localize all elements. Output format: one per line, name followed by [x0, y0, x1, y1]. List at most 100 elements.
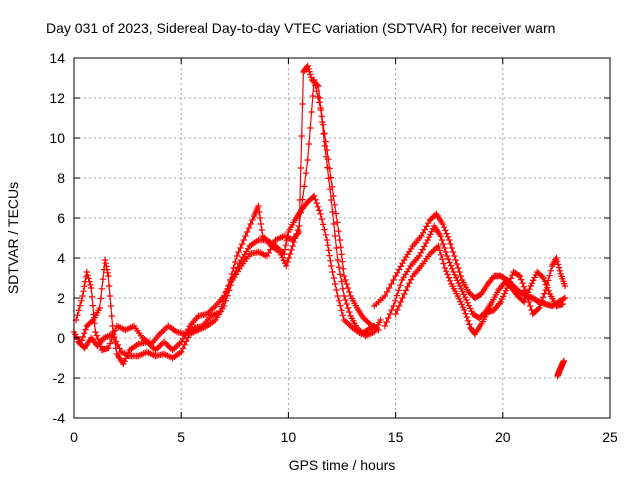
- data-point: [325, 247, 332, 254]
- data-point: [467, 305, 474, 312]
- data-point: [453, 260, 461, 268]
- data-point: [527, 302, 534, 310]
- data-point: [328, 262, 335, 270]
- data-point: [541, 278, 549, 285]
- data-point: [395, 302, 403, 310]
- data-point: [383, 288, 391, 296]
- data-point: [105, 344, 112, 352]
- data-point: [89, 302, 97, 309]
- data-point: [545, 287, 552, 294]
- data-point: [81, 330, 88, 337]
- data-point: [90, 311, 97, 318]
- data-point: [406, 280, 413, 287]
- data-point: [455, 280, 462, 287]
- data-point: [397, 282, 404, 289]
- data-point: [334, 292, 341, 300]
- data-point: [561, 294, 569, 302]
- data-point: [505, 281, 512, 288]
- data-point: [107, 302, 115, 310]
- x-tick-label: 20: [495, 429, 511, 445]
- data-point: [101, 256, 109, 264]
- data-point: [444, 271, 451, 278]
- data-point: [313, 81, 321, 88]
- data-point: [537, 301, 544, 308]
- data-point: [87, 281, 94, 288]
- data-point: [342, 276, 349, 284]
- data-point: [500, 293, 507, 300]
- data-point: [93, 332, 100, 339]
- data-point: [98, 285, 106, 292]
- data-point: [456, 268, 463, 276]
- data-point: [324, 242, 332, 249]
- data-point: [381, 292, 389, 300]
- data-point: [447, 262, 455, 269]
- data-point: [520, 283, 528, 290]
- x-tick-label: 25: [602, 429, 618, 445]
- data-point: [439, 256, 446, 263]
- data-point: [543, 282, 551, 289]
- data-point: [553, 254, 560, 262]
- data-point: [74, 312, 81, 319]
- x-tick-label: 5: [177, 429, 185, 445]
- data-point: [331, 280, 339, 288]
- data-point: [309, 92, 317, 100]
- data-point: [283, 262, 290, 270]
- data-point: [395, 287, 402, 294]
- data-point: [460, 291, 467, 298]
- data-point: [302, 170, 310, 177]
- series-trace: [73, 194, 375, 366]
- data-point: [103, 263, 110, 270]
- data-point: [320, 130, 327, 138]
- data-point: [295, 222, 303, 230]
- data-point: [462, 310, 469, 317]
- data-point: [560, 357, 568, 365]
- data-point: [91, 320, 98, 327]
- data-point: [539, 294, 547, 301]
- y-tick-label: 0: [57, 330, 65, 346]
- data-point: [322, 138, 329, 145]
- data-point: [336, 236, 344, 244]
- data-point: [319, 118, 326, 126]
- data-point: [443, 230, 450, 237]
- data-point: [435, 242, 442, 250]
- data-point: [338, 251, 345, 258]
- data-point: [397, 298, 404, 306]
- data-point: [502, 287, 510, 294]
- data-point: [79, 333, 87, 340]
- data-point: [227, 282, 235, 289]
- data-point: [325, 175, 332, 182]
- data-point: [299, 100, 306, 108]
- data-point: [439, 220, 446, 228]
- data-point: [249, 216, 256, 224]
- data-point: [383, 318, 390, 326]
- data-point: [536, 304, 543, 312]
- data-point: [285, 254, 293, 262]
- data-point: [534, 306, 542, 313]
- data-point: [313, 88, 320, 95]
- data-point: [75, 307, 82, 314]
- y-tick-label: 4: [57, 250, 65, 266]
- data-point: [455, 295, 463, 302]
- data-point: [335, 264, 343, 271]
- data-point: [381, 322, 389, 330]
- data-point: [332, 210, 340, 217]
- data-point: [463, 314, 470, 321]
- data-point: [391, 297, 399, 304]
- data-point: [329, 268, 336, 276]
- data-point: [226, 287, 233, 294]
- data-point: [464, 317, 472, 324]
- data-point: [304, 156, 311, 164]
- data-point: [184, 334, 192, 341]
- data-point: [334, 256, 341, 264]
- data-point: [442, 268, 450, 275]
- data-point: [111, 327, 119, 334]
- data-point: [238, 240, 246, 248]
- y-tick-label: 8: [57, 170, 65, 186]
- data-point: [307, 124, 314, 132]
- data-point: [454, 292, 461, 300]
- data-point: [338, 278, 345, 285]
- y-tick-label: 6: [57, 210, 65, 226]
- data-point: [340, 265, 347, 272]
- data-point: [324, 164, 331, 171]
- data-point: [454, 277, 461, 284]
